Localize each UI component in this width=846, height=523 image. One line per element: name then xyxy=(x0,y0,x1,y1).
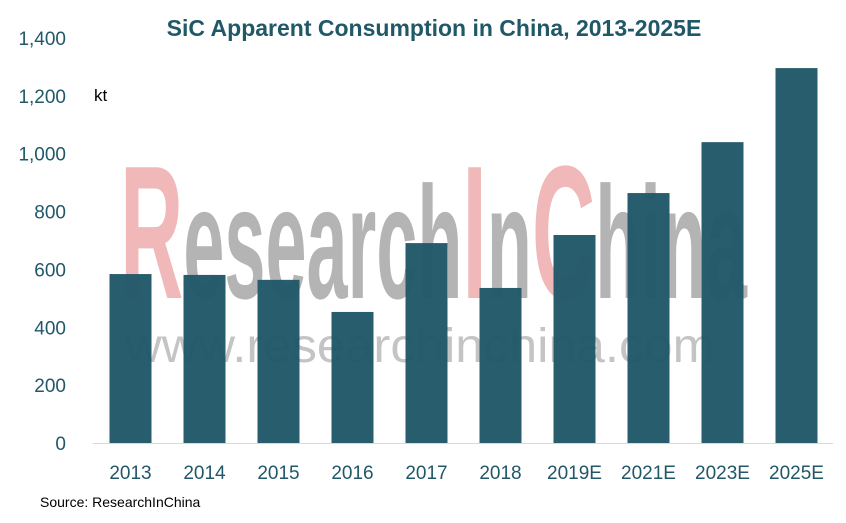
x-tick-label: 2017 xyxy=(405,463,447,484)
x-tick-label: 2016 xyxy=(331,463,373,484)
x-tick-label: 2018 xyxy=(479,463,521,484)
chart-title: SiC Apparent Consumption in China, 2013-… xyxy=(167,15,702,41)
y-tick-label: 800 xyxy=(34,203,66,224)
x-tick-label: 2013 xyxy=(109,463,151,484)
y-tick-label: 200 xyxy=(34,376,66,397)
y-axis-unit: kt xyxy=(94,86,108,105)
bar-2013 xyxy=(109,274,152,443)
x-tick-label: 2015 xyxy=(257,463,299,484)
x-tick-label: 2021E xyxy=(621,463,676,484)
x-tick-label: 2014 xyxy=(183,463,226,484)
y-tick-label: 1,000 xyxy=(18,145,66,166)
x-tick-label: 2023E xyxy=(695,463,750,484)
bar-2018 xyxy=(479,287,522,443)
y-tick-label: 0 xyxy=(55,434,66,455)
bar-2021E xyxy=(627,193,670,443)
bar-2023E xyxy=(701,142,744,443)
bar-2015 xyxy=(257,279,300,443)
x-tick-label: 2019E xyxy=(547,463,602,484)
y-tick-label: 1,200 xyxy=(18,87,66,108)
bar-2019E xyxy=(553,235,596,443)
y-tick-label: 1,400 xyxy=(18,29,66,50)
y-tick-label: 600 xyxy=(34,260,66,281)
bar-2017 xyxy=(405,243,448,443)
bar-2014 xyxy=(183,274,226,443)
y-tick-label: 400 xyxy=(34,318,66,339)
x-tick-label: 2025E xyxy=(769,463,824,484)
bar-2016 xyxy=(331,311,374,443)
bar-2025E xyxy=(775,68,818,443)
source-note: Source: ResearchInChina xyxy=(40,494,201,510)
